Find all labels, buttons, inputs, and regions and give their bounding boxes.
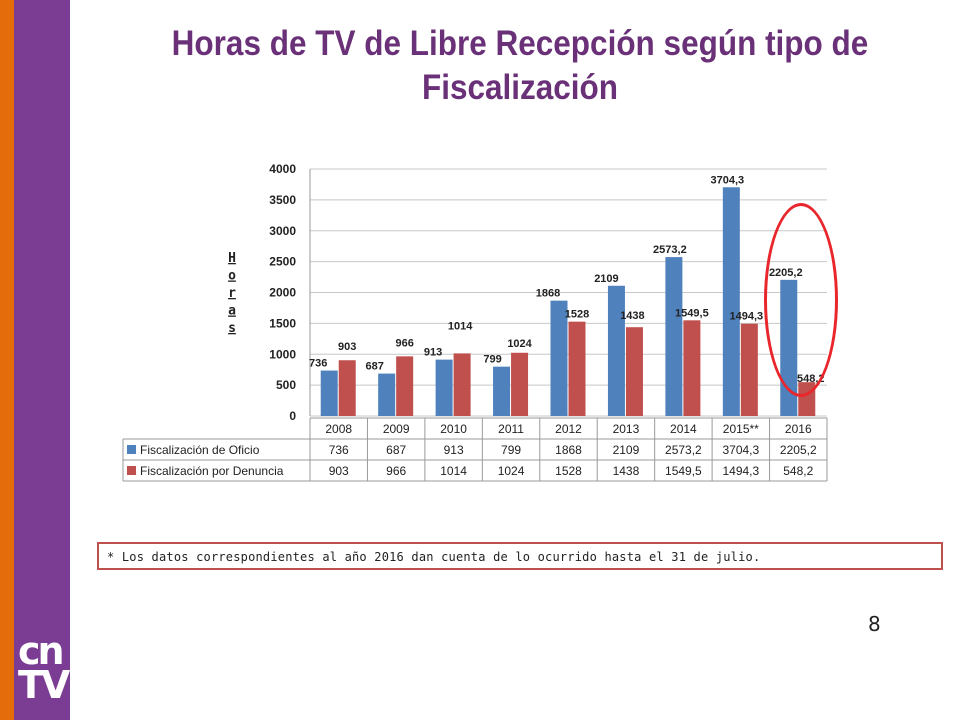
data-label-oficio: 3704,3 — [711, 174, 745, 186]
data-label-denuncia: 1438 — [620, 310, 644, 322]
bar-denuncia — [511, 352, 529, 416]
page-number: 8 — [868, 612, 881, 636]
data-label-oficio: 1868 — [536, 288, 560, 300]
bar-oficio — [378, 373, 396, 416]
bar-oficio — [780, 279, 798, 416]
bar-denuncia — [625, 327, 643, 416]
table-cell: 687 — [386, 443, 406, 457]
y-tick-label: 1500 — [269, 316, 296, 330]
bar-denuncia — [798, 382, 816, 416]
table-cell: 1494,3 — [722, 464, 759, 478]
data-label-denuncia: 1014 — [448, 320, 473, 332]
data-label-oficio: 2109 — [594, 273, 618, 285]
cntv-logo: cn TV — [18, 629, 70, 707]
y-tick-label: 2500 — [269, 255, 296, 269]
table-cell: 548,2 — [783, 464, 813, 478]
y-tick-label: 3000 — [269, 224, 296, 238]
data-label-denuncia: 1528 — [565, 309, 589, 321]
x-tick-label: 2012 — [555, 422, 582, 436]
table-cell: 1014 — [440, 464, 467, 478]
y-axis-label-letter: H — [228, 251, 236, 266]
table-cell: 1868 — [555, 443, 582, 457]
bar-oficio — [493, 366, 511, 416]
table-cell: 1528 — [555, 464, 582, 478]
left-brand-bar — [14, 0, 70, 720]
data-label-denuncia: 1549,5 — [675, 307, 709, 319]
bar-oficio — [607, 285, 625, 416]
bar-denuncia — [453, 353, 471, 416]
table-cell: 736 — [329, 443, 349, 457]
bar-denuncia — [396, 356, 414, 416]
legend-label: Fiscalización de Oficio — [140, 443, 260, 457]
data-label-denuncia: 548,2 — [797, 373, 825, 385]
data-label-oficio: 913 — [424, 347, 442, 359]
data-label-denuncia: 1494,3 — [730, 311, 764, 323]
data-label-denuncia: 903 — [338, 341, 356, 353]
legend-swatch — [127, 445, 136, 454]
x-tick-label: 2013 — [613, 422, 640, 436]
bar-denuncia — [338, 360, 356, 416]
x-tick-label: 2014 — [670, 422, 697, 436]
logo-line-2: TV — [18, 663, 70, 707]
table-cell: 3704,3 — [722, 443, 759, 457]
y-tick-label: 2000 — [269, 286, 296, 300]
footnote-box: * Los datos correspondientes al año 2016… — [97, 542, 943, 570]
data-label-oficio: 799 — [483, 354, 501, 366]
table-cell: 966 — [386, 464, 406, 478]
y-axis-label-letter: a — [228, 304, 236, 319]
slide-title: Horas de TV de Libre Recepción según tip… — [171, 24, 869, 107]
left-accent-stripe — [0, 0, 14, 720]
bar-oficio — [550, 300, 568, 416]
y-axis-label-letter: s — [228, 321, 236, 336]
legend-label: Fiscalización por Denuncia — [140, 464, 284, 478]
x-tick-label: 2015** — [723, 422, 759, 436]
data-label-oficio: 2205,2 — [769, 267, 803, 279]
y-tick-label: 0 — [289, 409, 296, 423]
x-tick-label: 2008 — [325, 422, 352, 436]
bar-oficio — [665, 257, 683, 416]
y-tick-label: 4000 — [269, 162, 296, 176]
x-tick-label: 2016 — [785, 422, 812, 436]
data-label-oficio: 2573,2 — [653, 244, 687, 256]
table-cell: 2573,2 — [665, 443, 702, 457]
x-tick-label: 2011 — [498, 422, 524, 436]
logo-line-1: cn — [18, 629, 65, 673]
bar-denuncia — [683, 320, 701, 416]
y-axis-label-letter: o — [228, 269, 236, 284]
x-tick-label: 2010 — [440, 422, 467, 436]
y-tick-label: 500 — [276, 378, 296, 392]
data-label-oficio: 736 — [309, 358, 327, 370]
data-label-denuncia: 1024 — [507, 338, 532, 350]
y-axis-label-letter: r — [228, 286, 236, 301]
bar-oficio — [435, 359, 453, 416]
x-tick-label: 2009 — [383, 422, 410, 436]
data-label-oficio: 687 — [365, 361, 383, 373]
legend-swatch — [127, 466, 136, 475]
y-tick-label: 3500 — [269, 193, 296, 207]
table-cell: 903 — [329, 464, 349, 478]
bar-oficio — [320, 370, 338, 416]
table-cell: 913 — [444, 443, 464, 457]
bar-denuncia — [568, 321, 586, 416]
table-cell: 1438 — [613, 464, 640, 478]
data-label-denuncia: 966 — [395, 337, 413, 349]
bar-oficio — [722, 187, 740, 416]
table-cell: 2109 — [613, 443, 640, 457]
table-cell: 1549,5 — [665, 464, 702, 478]
y-tick-label: 1000 — [269, 347, 296, 361]
table-cell: 1024 — [498, 464, 525, 478]
table-cell: 799 — [501, 443, 521, 457]
bar-denuncia — [740, 323, 758, 416]
table-cell: 2205,2 — [780, 443, 817, 457]
